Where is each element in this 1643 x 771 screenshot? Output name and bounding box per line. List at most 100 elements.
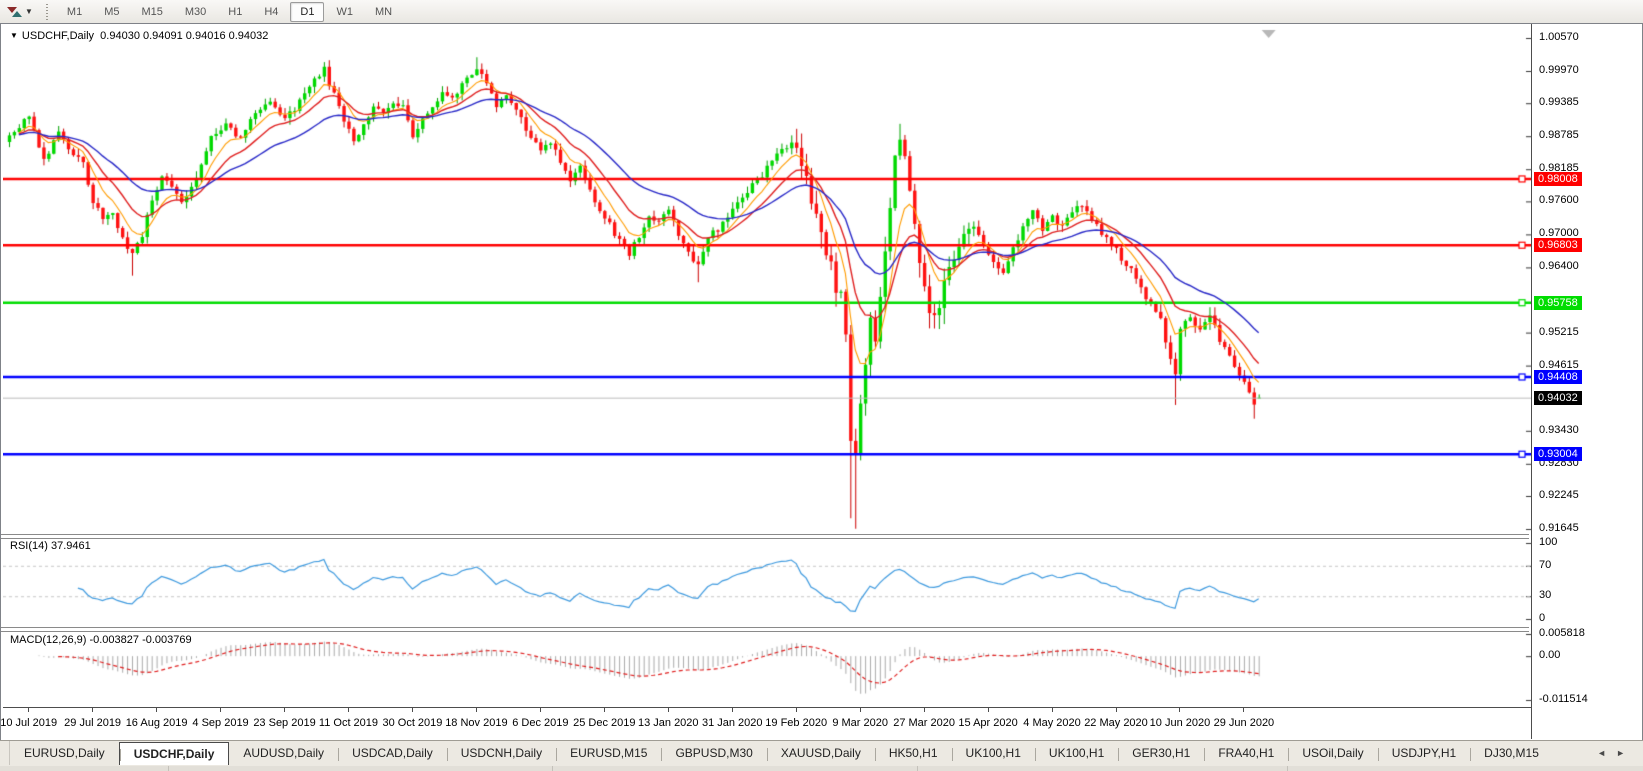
rsi-axis-tick: 100 <box>1539 536 1558 548</box>
chart-tab-usdjpy-h1[interactable]: USDJPY,H1 <box>1377 742 1470 765</box>
chart-tab-eurusd-m15[interactable]: EURUSD,M15 <box>556 742 661 765</box>
date-axis[interactable]: 10 Jul 2019 29 Jul 2019 16 Aug 2019 4 Sep 2… <box>0 707 1531 740</box>
price-chart-canvas[interactable] <box>3 26 1531 707</box>
timeframe-button-mn[interactable]: MN <box>374 5 393 18</box>
date-axis-tick <box>859 708 861 712</box>
chart-tabs: EURUSD,Daily USDCHF,Daily AUDUSD,Daily USDC… <box>10 742 1553 765</box>
date-axis-tick <box>603 708 605 712</box>
timeframe-button-m15[interactable]: M15 <box>141 5 163 18</box>
tabbar-bottom-strip <box>0 766 1643 771</box>
chart-tab-usdcnh-daily[interactable]: USDCNH,Daily <box>446 742 556 765</box>
macd-axis-tick: 0.00 <box>1539 649 1561 662</box>
price-axis-tick: 0.94615 <box>1539 358 1579 371</box>
rsi-axis-tick: 0 <box>1539 612 1546 624</box>
chart-tab-usdcad-daily[interactable]: USDCAD,Daily <box>338 742 447 765</box>
chart-tab-xauusd-daily[interactable]: XAUUSD,Daily <box>766 742 875 765</box>
date-axis-tick <box>539 708 541 712</box>
date-axis-tick <box>28 708 30 712</box>
chart-tab-fra40-h1[interactable]: FRA40,H1 <box>1204 742 1288 765</box>
current-price-tag: 0.94032 <box>1534 390 1582 405</box>
price-line-tag: 0.96803 <box>1534 238 1582 253</box>
chart-tab-usoil-daily[interactable]: USOil,Daily <box>1288 742 1377 765</box>
timeframe-button-h4[interactable]: H4 <box>264 5 279 18</box>
date-axis-label: 16 Aug 2019 <box>125 717 188 729</box>
price-axis-tick: 0.97600 <box>1539 194 1579 207</box>
tabs-navigation: ◄► <box>1597 748 1635 758</box>
price-line-tag: 0.95758 <box>1534 295 1582 310</box>
date-axis-tick <box>1179 708 1181 712</box>
date-axis-tick <box>284 708 286 712</box>
macd-axis-tick: 0.005818 <box>1539 627 1585 639</box>
timeframe-button-d1[interactable]: D1 <box>290 1 325 22</box>
chart-style-icon[interactable] <box>6 5 22 19</box>
price-line-tag: 0.94408 <box>1534 369 1582 384</box>
date-axis-tick <box>795 708 797 712</box>
toolbar-grip[interactable] <box>44 3 50 20</box>
date-axis-tick <box>987 708 989 712</box>
dropdown-arrow-icon[interactable]: ▼ <box>25 7 33 16</box>
price-axis-tick: 0.96400 <box>1539 260 1579 273</box>
chart-tab-hk50-h1[interactable]: HK50,H1 <box>874 742 952 765</box>
chart-tab-ger30-h1[interactable]: GER30,H1 <box>1118 742 1204 765</box>
collapse-arrow-icon[interactable]: ▼ <box>10 31 18 40</box>
price-line-tag: 0.98008 <box>1534 171 1582 186</box>
pane-splitter-rsi[interactable] <box>1 534 1529 539</box>
date-axis-label: 19 Feb 2020 <box>765 717 828 729</box>
chart-style-tool[interactable]: ▼ <box>0 0 39 23</box>
date-axis-tick <box>1243 708 1245 712</box>
chart-title-ohlc: 0.94030 0.94091 0.94016 0.94032 <box>100 30 269 42</box>
date-axis-tick <box>1115 708 1117 712</box>
date-axis-label: 31 Jan 2020 <box>701 717 763 729</box>
tabs-scroll-left-icon[interactable]: ◄ <box>1597 748 1617 758</box>
macd-label: MACD(12,26,9) -0.003827 -0.003769 <box>10 634 192 646</box>
date-axis-label: 13 Jan 2020 <box>637 717 699 729</box>
price-axis-tick: 0.93430 <box>1539 423 1579 436</box>
date-axis-label: 11 Oct 2019 <box>318 717 379 729</box>
date-axis-label: 10 Jul 2019 <box>0 717 58 729</box>
date-axis-label: 30 Oct 2019 <box>382 717 443 729</box>
price-axis-tick: 0.91645 <box>1539 522 1579 534</box>
price-axis-tick: 0.95215 <box>1539 325 1579 338</box>
chart-tab-uk100-h1[interactable]: UK100,H1 <box>951 742 1035 765</box>
chart-tab-uk100-h1[interactable]: UK100,H1 <box>1034 742 1118 765</box>
date-axis-tick <box>156 708 158 712</box>
price-axis-tick: 0.97000 <box>1539 227 1579 240</box>
rsi-label: RSI(14) 37.9461 <box>10 540 91 552</box>
timeframe-buttons: M1 M5 M15 M30 H1 H4 D1 W1 MN <box>56 1 403 22</box>
date-axis-label: 9 Mar 2020 <box>832 717 888 729</box>
price-axis-tick: 0.98185 <box>1539 162 1579 175</box>
tabs-scroll-right-icon[interactable]: ► <box>1616 748 1635 758</box>
price-line-tag: 0.93004 <box>1534 447 1582 462</box>
timeframe-button-m1[interactable]: M1 <box>66 5 83 18</box>
timeframe-button-m5[interactable]: M5 <box>104 5 120 18</box>
macd-axis-tick: -0.011514 <box>1539 693 1588 705</box>
date-axis-tick <box>667 708 669 712</box>
date-axis-label: 15 Apr 2020 <box>958 717 1018 729</box>
date-axis-label: 29 Jun 2020 <box>1213 717 1275 729</box>
chart-tab-gbpusd-m30[interactable]: GBPUSD,M30 <box>661 742 766 765</box>
price-axis-tick: 0.99970 <box>1539 64 1579 76</box>
chart-tab-dj30-m15[interactable]: DJ30,M15 <box>1470 742 1553 765</box>
price-axis-tick: 0.92245 <box>1539 488 1579 501</box>
timeframe-button-w1[interactable]: W1 <box>336 5 353 18</box>
chart-tab-usdchf-daily[interactable]: USDCHF,Daily <box>118 742 230 765</box>
rsi-axis-tick: 30 <box>1539 589 1552 602</box>
chart-tab-audusd-daily[interactable]: AUDUSD,Daily <box>243 746 325 760</box>
chart-title-symbol: USDCHF,Daily <box>21 30 95 42</box>
date-axis-tick <box>1051 708 1053 712</box>
date-axis-label: 27 Mar 2020 <box>893 717 955 729</box>
date-axis-label: 25 Dec 2019 <box>573 717 636 729</box>
tabbar-grip <box>0 741 10 765</box>
pane-splitter-macd[interactable] <box>1 627 1529 632</box>
price-axis[interactable]: 1.00570 0.99970 0.99385 0.98785 0.98185 0.976… <box>1531 24 1641 739</box>
date-axis-tick <box>220 708 222 712</box>
price-axis-tick: 1.00570 <box>1539 31 1579 43</box>
chart-tab-eurusd-daily[interactable]: EURUSD,Daily <box>24 746 105 760</box>
date-axis-tick <box>92 708 94 712</box>
price-axis-tick: 0.98785 <box>1539 129 1579 142</box>
timeframe-button-h1[interactable]: H1 <box>228 5 243 18</box>
date-axis-label: 29 Jul 2019 <box>64 717 122 729</box>
timeframe-button-m30[interactable]: M30 <box>184 5 207 18</box>
date-axis-tick <box>411 708 413 712</box>
chart-title: ▼ USDCHF,Daily 0.94030 0.94091 0.94016 0.… <box>10 30 268 42</box>
